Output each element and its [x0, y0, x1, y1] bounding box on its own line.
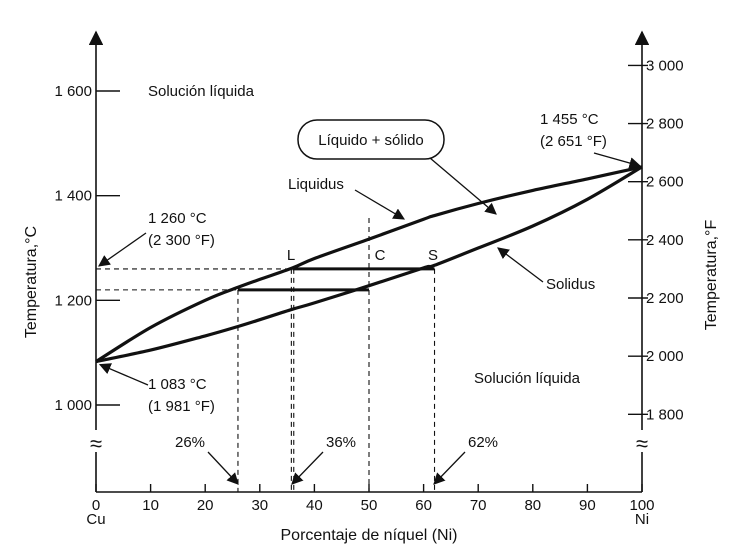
y-tick-label-c-1200: 1 200 [54, 292, 92, 309]
y-tick-label-c-1400: 1 400 [54, 188, 92, 205]
arrow-ni-melt [593, 152, 642, 169]
y-tick-label-f-3000: 3 000 [646, 57, 684, 74]
annot-cu-melt-f: (1 981 °F) [148, 398, 215, 415]
annot-ni-melt-f: (2 651 °F) [540, 133, 607, 150]
region-label-middle-box [297, 119, 445, 160]
y-tick-label-f-2600: 2 600 [646, 174, 684, 191]
x-tick-label-0: 0 [92, 497, 100, 514]
y-axis-title-right: Temperatura,°F [703, 220, 720, 331]
annot-ref-c: 1 260 °C [148, 210, 207, 227]
point-label-c: C [375, 247, 386, 264]
annot-ni-melt-c: 1 455 °C [540, 111, 599, 128]
x-end-label-cu: Cu [86, 511, 105, 528]
arrow-liquidus-label [354, 189, 406, 220]
arrow-pct-62 [433, 451, 466, 485]
annot-cu-melt-c: 1 083 °C [148, 376, 207, 393]
y-axis-title-left: Temperatura,°C [23, 226, 40, 338]
y-tick-label-f-2000: 2 000 [646, 348, 684, 365]
x-tick-label-50: 50 [361, 497, 378, 514]
percent-label-26: 26% [175, 434, 205, 451]
x-tick-label-100: 100 [629, 497, 654, 514]
x-tick-label-10: 10 [142, 497, 159, 514]
arrow-solidus-label [497, 247, 544, 283]
y-tick-label-c-1600: 1 600 [54, 83, 92, 100]
y-tick-label-f-2800: 2 800 [646, 116, 684, 133]
y-tick-label-f-1800: 1 800 [646, 406, 684, 423]
arrow-ref-1260 [98, 232, 147, 267]
x-axis-title: Porcentaje de níquel (Ni) [281, 527, 458, 544]
arrow-pct-36 [291, 451, 324, 485]
x-tick-label-60: 60 [415, 497, 432, 514]
arrow-cu-melt [98, 363, 149, 386]
y-tick-label-c-1000: 1 000 [54, 397, 92, 414]
axis-break-right: ≈ [636, 431, 648, 456]
axis-break-left: ≈ [90, 431, 102, 456]
arrow-pct-26 [207, 451, 239, 485]
x-tick-label-70: 70 [470, 497, 487, 514]
x-tick-label-80: 80 [524, 497, 541, 514]
liquidus-label: Liquidus [288, 176, 344, 193]
y-tick-label-f-2400: 2 400 [646, 232, 684, 249]
solidus-label: Solidus [546, 276, 595, 293]
x-end-label-ni: Ni [635, 511, 649, 528]
point-label-s: S [428, 247, 438, 264]
x-tick-label-90: 90 [579, 497, 596, 514]
arrow-middle-region [429, 157, 497, 215]
region-label-middle: Líquido + sólido [318, 132, 424, 149]
region-label-top: Solución líquida [148, 83, 255, 100]
curve-solidus [95, 165, 643, 364]
percent-label-36: 36% [326, 434, 356, 451]
x-tick-label-40: 40 [306, 497, 323, 514]
region-label-bottom: Solución líquida [474, 370, 581, 387]
x-tick-label-30: 30 [251, 497, 268, 514]
x-tick-label-20: 20 [197, 497, 214, 514]
curve-liquidus [95, 165, 643, 363]
y-tick-label-f-2200: 2 200 [646, 290, 684, 307]
point-label-l: L [287, 247, 295, 264]
annot-ref-f: (2 300 °F) [148, 232, 215, 249]
percent-label-62: 62% [468, 434, 498, 451]
